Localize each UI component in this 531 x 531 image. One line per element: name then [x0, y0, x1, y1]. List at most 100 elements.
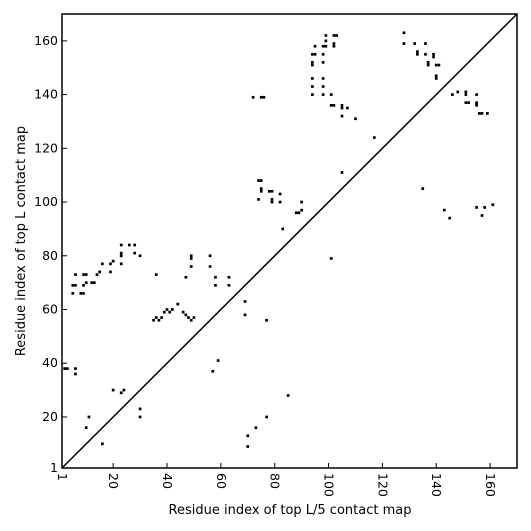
contact-point [138, 254, 142, 258]
contact-point [424, 52, 427, 56]
contact-point [324, 39, 328, 43]
contact-point [122, 388, 126, 392]
contact-point [416, 52, 419, 56]
y-tick-label: 160 [34, 33, 58, 48]
contact-point [321, 93, 325, 96]
contact-point [181, 310, 185, 314]
contact-point [340, 103, 344, 107]
contact-point [259, 189, 263, 193]
contact-point [475, 93, 478, 96]
contact-point [372, 136, 376, 139]
contact-point [119, 391, 123, 395]
contact-point [214, 275, 217, 279]
contact-point [421, 187, 425, 190]
contact-point [426, 63, 430, 67]
contact-point [243, 300, 247, 303]
contact-point [491, 203, 495, 207]
contact-point [437, 63, 441, 67]
contact-point [87, 415, 91, 419]
y-tick-label: 140 [34, 87, 58, 102]
contact-point [321, 44, 325, 48]
contact-point [340, 114, 344, 118]
contact-point [329, 257, 333, 260]
contact-point [340, 171, 344, 174]
contact-point [184, 275, 188, 279]
contact-point [451, 93, 454, 96]
contact-point [480, 112, 484, 115]
contact-point [82, 283, 85, 287]
contact-point [332, 34, 336, 37]
x-tick-label: 60 [214, 473, 229, 489]
contact-point [168, 310, 172, 314]
contact-point [246, 434, 250, 438]
contact-point [300, 208, 303, 212]
contact-point [324, 44, 328, 48]
contact-point [165, 308, 169, 311]
contact-point [332, 44, 336, 48]
contact-point [154, 316, 158, 319]
contact-point [92, 281, 96, 284]
contact-point [71, 292, 75, 295]
contact-point [335, 34, 338, 37]
y-tick-label: 80 [42, 248, 58, 263]
contact-point [278, 200, 282, 204]
contact-point [90, 281, 93, 284]
y-tick-label: 120 [34, 140, 58, 155]
contact-point [294, 211, 298, 215]
x-tick-label: 120 [375, 473, 390, 497]
contact-point [265, 415, 268, 419]
contact-point [111, 259, 115, 263]
contact-point [63, 367, 67, 370]
contact-point [84, 426, 88, 430]
contact-point [254, 426, 258, 430]
contact-point [313, 52, 317, 56]
contact-point [259, 95, 263, 99]
contact-point [265, 318, 268, 322]
contact-point [477, 112, 481, 115]
contact-point [321, 85, 325, 88]
contact-point [138, 407, 142, 411]
contact-point [311, 61, 314, 64]
contact-point [475, 206, 478, 209]
contact-point [127, 243, 131, 247]
contact-point [432, 52, 435, 56]
contact-point [416, 50, 419, 53]
contact-point [321, 52, 325, 56]
contact-point [184, 313, 188, 317]
contact-point [243, 313, 247, 317]
contact-point [119, 243, 123, 247]
contact-point [214, 283, 217, 287]
contact-point [262, 95, 266, 99]
contact-point [456, 90, 460, 94]
x-tick-label: 100 [322, 473, 337, 497]
contact-point [111, 388, 115, 392]
x-tick-label: 160 [483, 473, 498, 497]
contact-point [340, 106, 344, 110]
contact-point [133, 243, 137, 247]
contact-point [329, 103, 333, 107]
contact-point [467, 101, 470, 104]
contact-point [270, 200, 274, 204]
contact-point [152, 318, 155, 322]
contact-point [189, 265, 193, 268]
contact-point [311, 52, 314, 56]
contact-point [402, 31, 406, 35]
contact-point [464, 90, 468, 94]
contact-point [189, 254, 193, 258]
contact-point [79, 292, 83, 295]
contact-point [278, 192, 282, 196]
contact-point [332, 103, 336, 107]
x-tick-label: 140 [429, 473, 444, 497]
y-tick-label: 20 [42, 409, 58, 424]
contact-point [311, 85, 314, 88]
contact-point [109, 262, 112, 266]
contact-point [442, 208, 446, 212]
contact-point [464, 93, 468, 96]
x-tick-label: 80 [268, 473, 283, 489]
contact-point [157, 318, 161, 322]
contact-point [84, 281, 88, 284]
plot-frame [61, 13, 518, 469]
contact-point [311, 93, 314, 96]
contact-point [257, 179, 260, 182]
contact-point [426, 61, 430, 64]
